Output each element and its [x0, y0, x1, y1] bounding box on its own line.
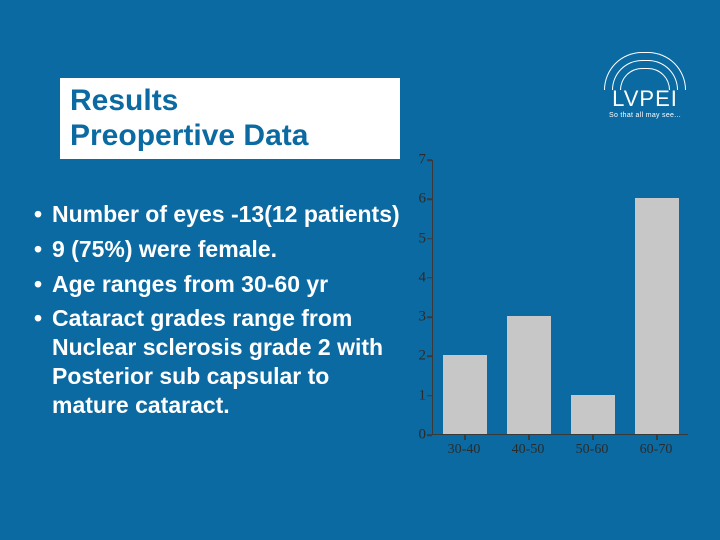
y-tick-mark: [427, 316, 432, 318]
bullet-ul: Number of eyes -13(12 patients) 9 (75%) w…: [30, 200, 410, 419]
bullet-item: Cataract grades range from Nuclear scler…: [30, 304, 410, 419]
bullet-list: Number of eyes -13(12 patients) 9 (75%) w…: [30, 200, 410, 425]
title-line-1: Results: [70, 84, 390, 119]
y-tick-mark: [427, 159, 432, 161]
x-tick-label: 50-60: [562, 442, 622, 458]
bullet-item: Age ranges from 30-60 yr: [30, 270, 410, 299]
chart-bar: [507, 316, 551, 434]
x-tick-mark: [656, 435, 658, 440]
y-tick-mark: [427, 277, 432, 279]
x-tick-label: 30-40: [434, 442, 494, 458]
title-block: Results Preopertive Data: [60, 78, 400, 159]
x-tick-mark: [464, 435, 466, 440]
lvpei-logo: LVPEI So that all may see...: [600, 50, 690, 119]
y-tick-mark: [427, 238, 432, 240]
y-tick-mark: [427, 395, 432, 397]
x-tick-label: 40-50: [498, 442, 558, 458]
y-tick-mark: [427, 356, 432, 358]
y-tick-mark: [427, 199, 432, 201]
x-tick-mark: [528, 435, 530, 440]
x-tick-mark: [592, 435, 594, 440]
logo-tagline: So that all may see...: [600, 112, 690, 119]
chart-bar: [635, 198, 679, 434]
logo-text: LVPEI: [600, 88, 690, 110]
chart-bar: [443, 355, 487, 434]
y-tick-mark: [427, 434, 432, 436]
bullet-item: Number of eyes -13(12 patients): [30, 200, 410, 229]
title-line-2: Preopertive Data: [70, 119, 390, 154]
chart-plot-area: [432, 160, 688, 435]
chart-bar: [571, 395, 615, 434]
age-bar-chart: 0123456730-4040-5050-6060-70: [400, 160, 700, 470]
bullet-item: 9 (75%) were female.: [30, 235, 410, 264]
logo-arcs-icon: [600, 50, 690, 90]
x-tick-label: 60-70: [626, 442, 686, 458]
slide: LVPEI So that all may see... Results Pre…: [0, 0, 720, 540]
